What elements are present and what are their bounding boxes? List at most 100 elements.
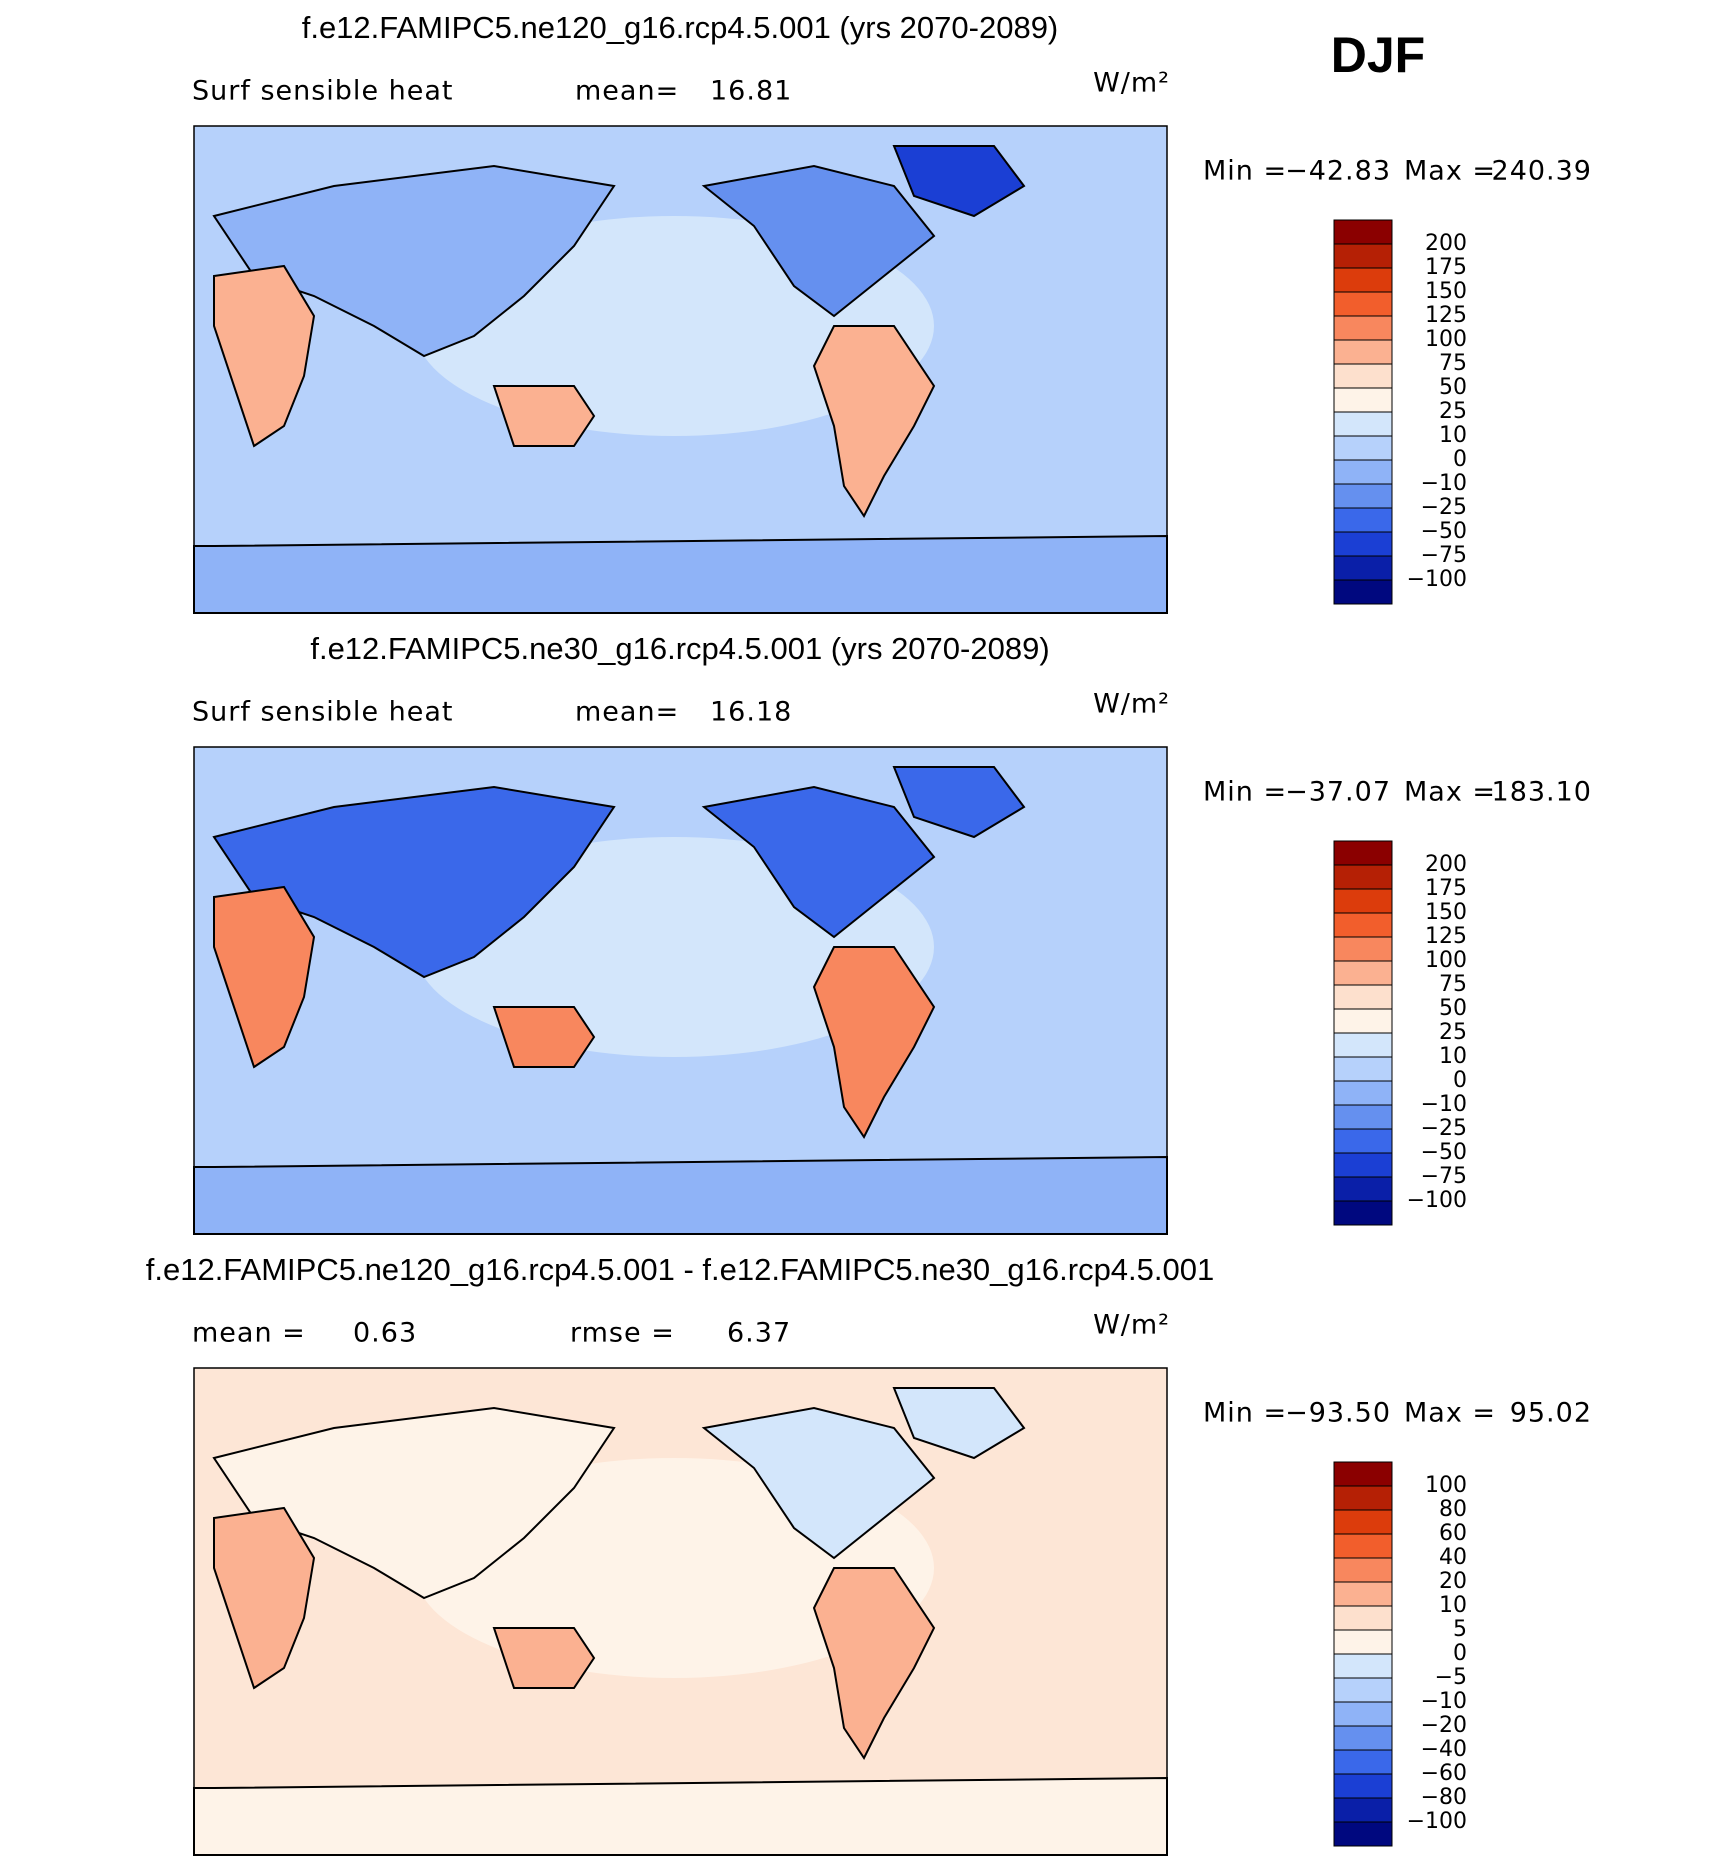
colorbar-box [1333,1533,1393,1559]
units: W/m² [1093,1310,1170,1341]
map-frame [193,125,1168,614]
colorbar-box [1333,936,1393,962]
min-value: −42.83 [1285,156,1391,187]
stat-value: 16.81 [710,76,792,107]
colorbar-box [1333,1653,1393,1679]
stat-value: 6.37 [727,1318,791,1349]
min-label: Min = [1203,777,1287,808]
colorbar-box [1333,1200,1393,1226]
land-region [193,1155,1168,1235]
colorbar-box [1333,1008,1393,1034]
map-frame [193,746,1168,1235]
colorbar-label: 100 [1425,1473,1467,1498]
land-region [193,1776,1168,1856]
land-region [212,164,616,358]
land-region [892,145,1026,218]
land-region [701,164,936,318]
colorbar-box [1333,531,1393,557]
panel-title: f.e12.FAMIPC5.ne120_g16.rcp4.5.001 - f.e… [146,1252,1215,1287]
colorbar-label: 0 [1453,447,1467,472]
colorbar-box [1333,579,1393,605]
colorbar-box [1333,1032,1393,1058]
land-region [212,785,616,979]
max-value: 240.39 [1492,156,1592,187]
colorbar-label: −25 [1421,495,1467,520]
left-value: 0.63 [353,1318,417,1349]
panel-title: f.e12.FAMIPC5.ne30_g16.rcp4.5.001 (yrs 2… [310,631,1049,666]
colorbar-label: 200 [1425,231,1467,256]
stat-value: 16.18 [710,697,792,728]
colorbar-label: −5 [1435,1665,1467,1690]
colorbar-label: 125 [1425,303,1467,328]
colorbar-label: −80 [1421,1785,1467,1810]
colorbar-label: 175 [1425,255,1467,280]
colorbar-label: 20 [1439,1569,1467,1594]
land-region [812,946,936,1139]
colorbar-label: −75 [1421,1164,1467,1189]
map-frame [193,1367,1168,1856]
min-value: −93.50 [1285,1398,1391,1429]
land-region [492,385,596,447]
colorbar-box [1333,888,1393,914]
colorbar-label: 40 [1439,1545,1467,1570]
colorbar-label: 0 [1453,1068,1467,1093]
colorbar-box [1333,1461,1393,1487]
colorbar-label: −50 [1421,519,1467,544]
colorbar-box [1333,912,1393,938]
units: W/m² [1093,689,1170,720]
colorbar-label: −10 [1421,471,1467,496]
colorbar-label: 50 [1439,375,1467,400]
colorbar-box [1333,864,1393,890]
stat-label: rmse = [570,1318,675,1349]
colorbar-label: 125 [1425,924,1467,949]
land-region [701,1406,936,1560]
land-region [701,785,936,939]
colorbar-label: −25 [1421,1116,1467,1141]
land-region [892,766,1026,839]
colorbar-label: −100 [1407,1809,1467,1834]
max-value: 183.10 [1492,777,1592,808]
colorbar-label: 0 [1453,1641,1467,1666]
max-value: 95.02 [1510,1398,1592,1429]
units: W/m² [1093,68,1170,99]
land-region [492,1627,596,1689]
colorbar-box [1333,1677,1393,1703]
colorbar-label: 150 [1425,900,1467,925]
colorbar-label: −100 [1407,567,1467,592]
left-label: Surf sensible heat [192,76,454,107]
colorbar-box [1333,1725,1393,1751]
colorbar-box [1333,411,1393,437]
colorbar-box [1333,1509,1393,1535]
panel: f.e12.FAMIPC5.ne30_g16.rcp4.5.001 (yrs 2… [192,631,1592,1235]
colorbar-label: −60 [1421,1761,1467,1786]
colorbar-box [1333,1485,1393,1511]
colorbar-label: 10 [1439,1044,1467,1069]
map [193,746,1168,1235]
colorbar-box [1333,1128,1393,1154]
colorbar-box [1333,1581,1393,1607]
colorbar-box [1333,1557,1393,1583]
colorbar-box [1333,960,1393,986]
colorbar-box [1333,291,1393,317]
colorbar-box [1333,840,1393,866]
colorbar-label: 75 [1439,351,1467,376]
colorbar-box [1333,1629,1393,1655]
colorbar-label: −40 [1421,1737,1467,1762]
colorbar-label: 50 [1439,996,1467,1021]
colorbar-label: 150 [1425,279,1467,304]
colorbar-label: 60 [1439,1521,1467,1546]
colorbar-label: 5 [1453,1617,1467,1642]
colorbar-label: 200 [1425,852,1467,877]
panel: f.e12.FAMIPC5.ne120_g16.rcp4.5.001 (yrs … [192,10,1592,614]
colorbar-label: 100 [1425,327,1467,352]
land-region [193,534,1168,614]
season-title: DJF [1331,27,1425,83]
land-region [213,885,316,1069]
colorbar-label: −100 [1407,1188,1467,1213]
colorbar-label: 175 [1425,876,1467,901]
colorbar-box [1333,1773,1393,1799]
colorbar-box [1333,219,1393,245]
stat-label: mean= [575,76,679,107]
colorbar-label: 80 [1439,1497,1467,1522]
land-region [213,264,316,448]
